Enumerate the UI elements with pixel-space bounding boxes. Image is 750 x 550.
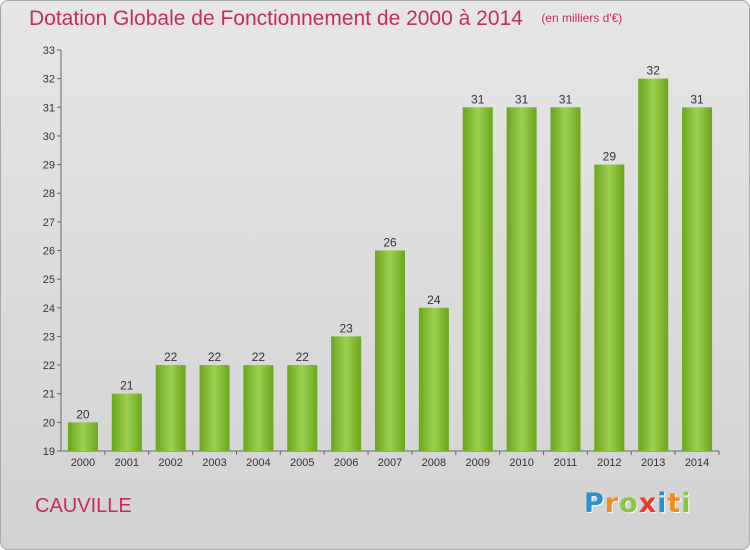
bar-2011 [550, 107, 581, 452]
bar-2002 [155, 365, 186, 451]
bar-2007 [375, 250, 405, 451]
bar-2013 [638, 78, 669, 452]
y-tick-label: 22 [43, 360, 55, 372]
y-tick-label: 29 [43, 160, 55, 172]
bar-2001 [111, 393, 142, 451]
value-label-2011: 31 [559, 92, 573, 106]
y-tick-label: 26 [43, 246, 55, 258]
bar-2010 [506, 107, 537, 452]
x-tick-label: 2007 [378, 457, 402, 469]
x-tick-label: 2004 [246, 457, 270, 469]
logo-letter: t [667, 488, 682, 519]
logo-letter: o [619, 488, 639, 519]
bar-2006 [331, 336, 362, 451]
value-label-2006: 23 [339, 321, 353, 335]
value-label-2005: 22 [296, 350, 310, 364]
logo-letter: i [657, 488, 668, 519]
y-axis: 19 20 21 22 23 24 25 26 27 28 29 30 31 32 33 [43, 45, 62, 458]
bar-2003 [199, 365, 230, 451]
title-row: Dotation Globale de Fonctionnement de 20… [29, 7, 622, 31]
value-label-2009: 31 [471, 92, 485, 106]
y-tick-label: 27 [43, 217, 55, 229]
x-tick-label: 2014 [685, 457, 709, 469]
y-tick-label: 31 [43, 102, 55, 114]
bar-2012 [594, 164, 625, 452]
bar-2014 [682, 107, 713, 452]
x-tick-label: 2001 [115, 457, 139, 469]
x-axis: 2000 2001 2002 2003 2004 2005 2006 2007 2008 2009… [61, 450, 720, 469]
logo-letter: i [681, 488, 692, 519]
y-tick-label: 30 [43, 131, 55, 143]
value-label-2010: 31 [515, 92, 529, 106]
value-label-2007: 26 [383, 236, 397, 250]
logo-letter: r [604, 488, 620, 519]
value-label-2012: 29 [603, 150, 617, 164]
commune-name: CAUVILLE [35, 495, 132, 517]
bar-2004 [243, 365, 274, 451]
x-tick-label: 2011 [554, 457, 578, 469]
bar-2000 [67, 422, 98, 451]
y-tick-label: 25 [43, 274, 55, 286]
x-tick-label: 2002 [158, 457, 182, 469]
logo-letter: x [638, 488, 658, 519]
x-tick-label: 2008 [422, 457, 446, 469]
y-tick-label: 24 [43, 303, 55, 315]
value-label-2004: 22 [252, 350, 266, 364]
y-tick-label: 21 [43, 389, 55, 401]
value-label-2003: 22 [208, 350, 222, 364]
y-tick-label: 23 [43, 331, 55, 343]
value-label-2001: 21 [120, 379, 134, 393]
bar-2005 [287, 365, 318, 451]
value-label-2000: 20 [76, 407, 90, 421]
value-label-2002: 22 [164, 350, 178, 364]
x-tick-label: 2000 [71, 457, 95, 469]
x-tick-label: 2009 [465, 457, 489, 469]
x-tick-label: 2012 [597, 457, 621, 469]
proxiti-logo[interactable]: Proxiti [584, 488, 692, 519]
x-tick-label: 2005 [290, 457, 314, 469]
x-tick-label: 2010 [509, 457, 533, 469]
x-tick-label: 2006 [334, 457, 358, 469]
y-tick-label: 33 [43, 45, 55, 57]
value-label-2013: 32 [647, 64, 661, 78]
bar-2008 [418, 307, 449, 451]
y-tick-label: 32 [43, 74, 55, 86]
logo-letter: P [584, 488, 605, 519]
y-tick-label: 20 [43, 417, 55, 429]
value-label-2008: 24 [427, 293, 441, 307]
chart-subtitle: (en milliers d'€) [541, 11, 623, 25]
x-tick-label: 2013 [641, 457, 665, 469]
y-tick-label: 19 [43, 446, 55, 458]
value-labels: 20 21 22 22 22 22 23 26 24 31 31 31 29 32 31 [76, 64, 704, 422]
value-label-2014: 31 [690, 92, 704, 106]
bar-2009 [462, 107, 493, 452]
x-tick-label: 2003 [202, 457, 226, 469]
chart-title: Dotation Globale de Fonctionnement de 20… [29, 7, 523, 30]
y-tick-label: 28 [43, 188, 55, 200]
bars [67, 78, 713, 452]
